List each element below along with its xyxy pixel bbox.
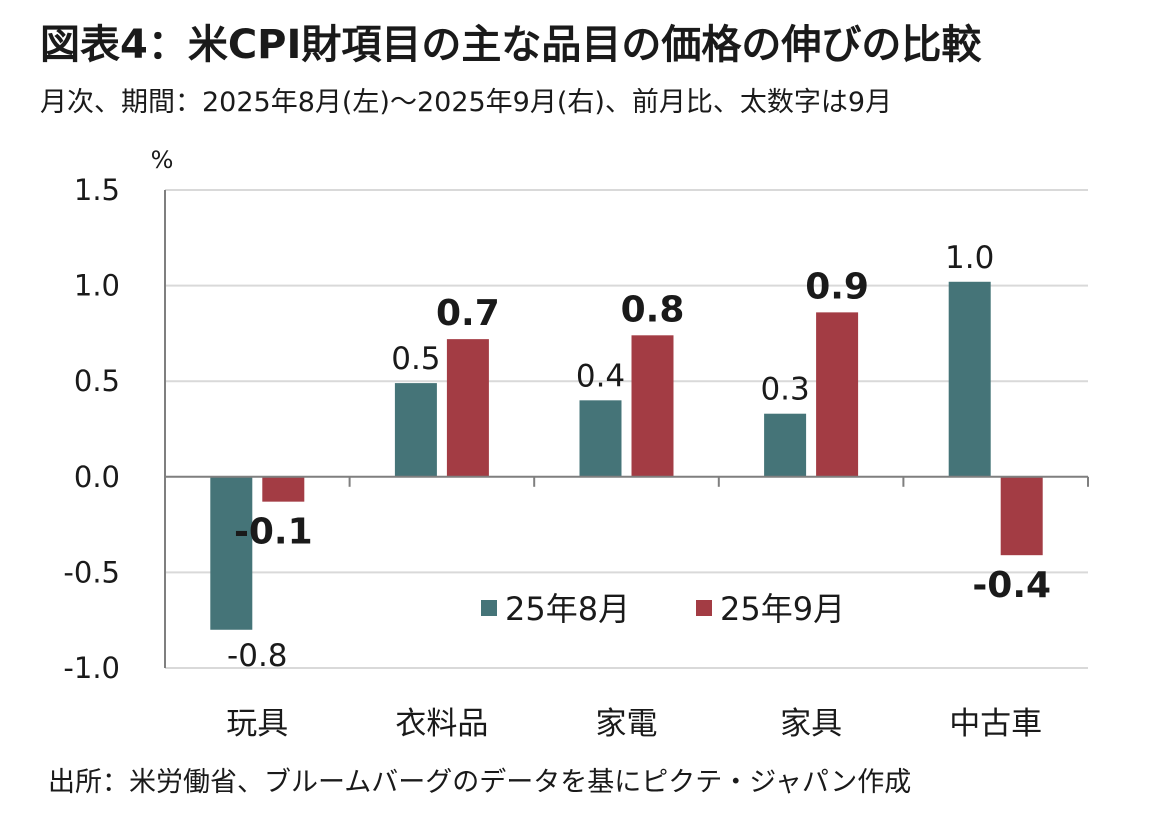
- bar: [579, 400, 622, 477]
- x-tick-label: 玩具: [226, 706, 288, 742]
- y-tick-label: -0.5: [63, 555, 120, 589]
- data-label: 0.3: [760, 372, 809, 408]
- bar: [764, 413, 807, 477]
- legend-label: 25年9月: [720, 590, 845, 628]
- y-tick-label: 0.0: [74, 460, 120, 494]
- data-label: 0.8: [621, 289, 685, 330]
- chart-title: 図表4：米CPI財項目の主な品目の価格の伸びの比較: [40, 22, 982, 68]
- data-label: 0.4: [576, 358, 625, 394]
- y-tick-label: 0.5: [74, 364, 120, 398]
- chart-subtitle: 月次、期間：2025年8月(左)～2025年9月(右)、前月比、太数字は9月: [40, 87, 893, 118]
- bar: [631, 335, 674, 477]
- data-label: -0.8: [227, 638, 288, 674]
- x-tick-label: 家電: [596, 706, 658, 742]
- y-tick-label: 1.5: [74, 173, 120, 207]
- data-label: 0.7: [436, 293, 500, 334]
- x-tick-label: 中古車: [949, 706, 1042, 742]
- data-label: 1.0: [945, 240, 994, 276]
- x-tick-label: 衣料品: [395, 706, 488, 742]
- source-note: 出所：米労働省、ブルームバーグのデータを基にピクテ・ジャパン作成: [48, 767, 912, 798]
- bar: [394, 383, 437, 477]
- y-tick-label: -1.0: [63, 651, 120, 685]
- legend-swatch: [481, 600, 497, 616]
- y-unit-label: %: [151, 146, 174, 174]
- data-label: 0.9: [805, 266, 869, 307]
- bar: [446, 339, 489, 477]
- bar: [210, 476, 253, 630]
- bar: [262, 476, 305, 502]
- bar: [948, 281, 991, 477]
- x-tick-label: 家具: [780, 706, 842, 742]
- legend-swatch: [696, 600, 712, 616]
- data-label: -0.4: [972, 565, 1051, 606]
- data-label: -0.1: [234, 512, 313, 553]
- legend-label: 25年8月: [505, 590, 630, 628]
- bar: [816, 312, 859, 477]
- bar: [1000, 476, 1043, 556]
- data-label: 0.5: [391, 341, 440, 377]
- y-tick-label: 1.0: [74, 269, 120, 303]
